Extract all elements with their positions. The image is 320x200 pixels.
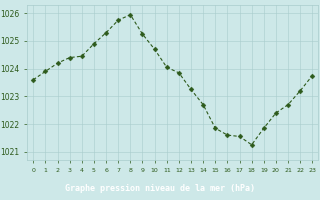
Text: Graphe pression niveau de la mer (hPa): Graphe pression niveau de la mer (hPa) xyxy=(65,184,255,193)
